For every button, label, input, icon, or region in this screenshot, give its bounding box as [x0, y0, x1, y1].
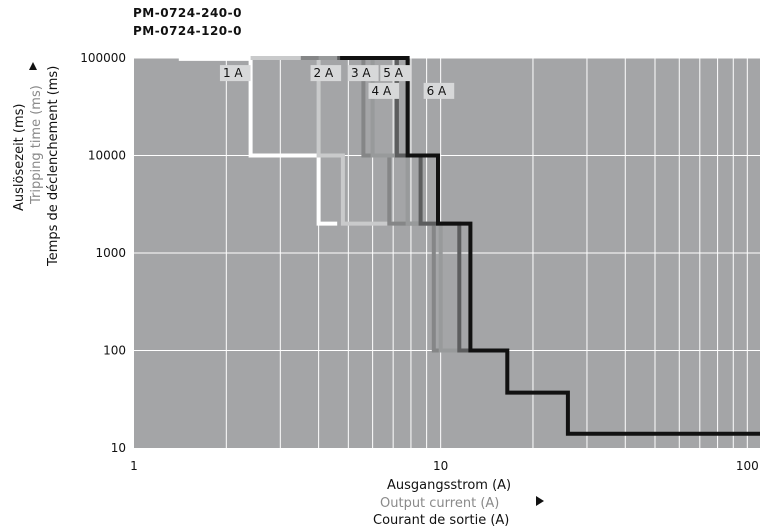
x-tick-label: 1 [130, 459, 138, 473]
series-tag-bg [347, 65, 379, 82]
series-tag-label: 5 A [383, 66, 403, 80]
model-number-2: PM-0724-120-0 [133, 24, 242, 38]
series-tag-5: 5 A [380, 65, 411, 82]
series-tag-label: 4 A [372, 84, 392, 98]
series-tag-2: 2 A [310, 65, 342, 82]
y-axis-arrow-icon [29, 62, 37, 70]
y-tick-label: 10000 [88, 149, 126, 163]
y-tick-label: 100000 [80, 51, 126, 65]
series-tag-bg [219, 65, 251, 82]
x-axis-label-fr: Courant de sortie (A) [373, 513, 510, 528]
series-tag-1: 1 A [219, 65, 251, 82]
series-tag-bg [380, 65, 411, 82]
series-tag-label: 1 A [223, 66, 243, 80]
series-tag-bg [423, 82, 455, 99]
x-tick-label: 100 [736, 459, 759, 473]
series-tag-label: 2 A [314, 66, 334, 80]
series-line-1 [178, 56, 338, 226]
series-tag-bg [368, 82, 400, 99]
model-number-1: PM-0724-240-0 [133, 6, 242, 20]
series-tag-6: 6 A [423, 82, 455, 99]
series-tag-3: 3 A [347, 65, 379, 82]
series-tag-label: 3 A [351, 66, 371, 80]
y-tick-label: 100 [103, 344, 126, 358]
y-tick-label: 1000 [95, 246, 126, 260]
y-tick-label: 10 [111, 441, 126, 455]
series-tag-label: 6 A [427, 84, 447, 98]
series-line-6 [340, 56, 760, 436]
series-tag-bg [310, 65, 342, 82]
x-axis-label-en: Output current (A) [380, 496, 500, 511]
x-axis-label-de: Ausgangsstrom (A) [387, 478, 512, 493]
x-axis-arrow-icon [536, 496, 544, 506]
x-tick-label: 10 [433, 459, 448, 473]
series-tag-4: 4 A [368, 82, 400, 99]
